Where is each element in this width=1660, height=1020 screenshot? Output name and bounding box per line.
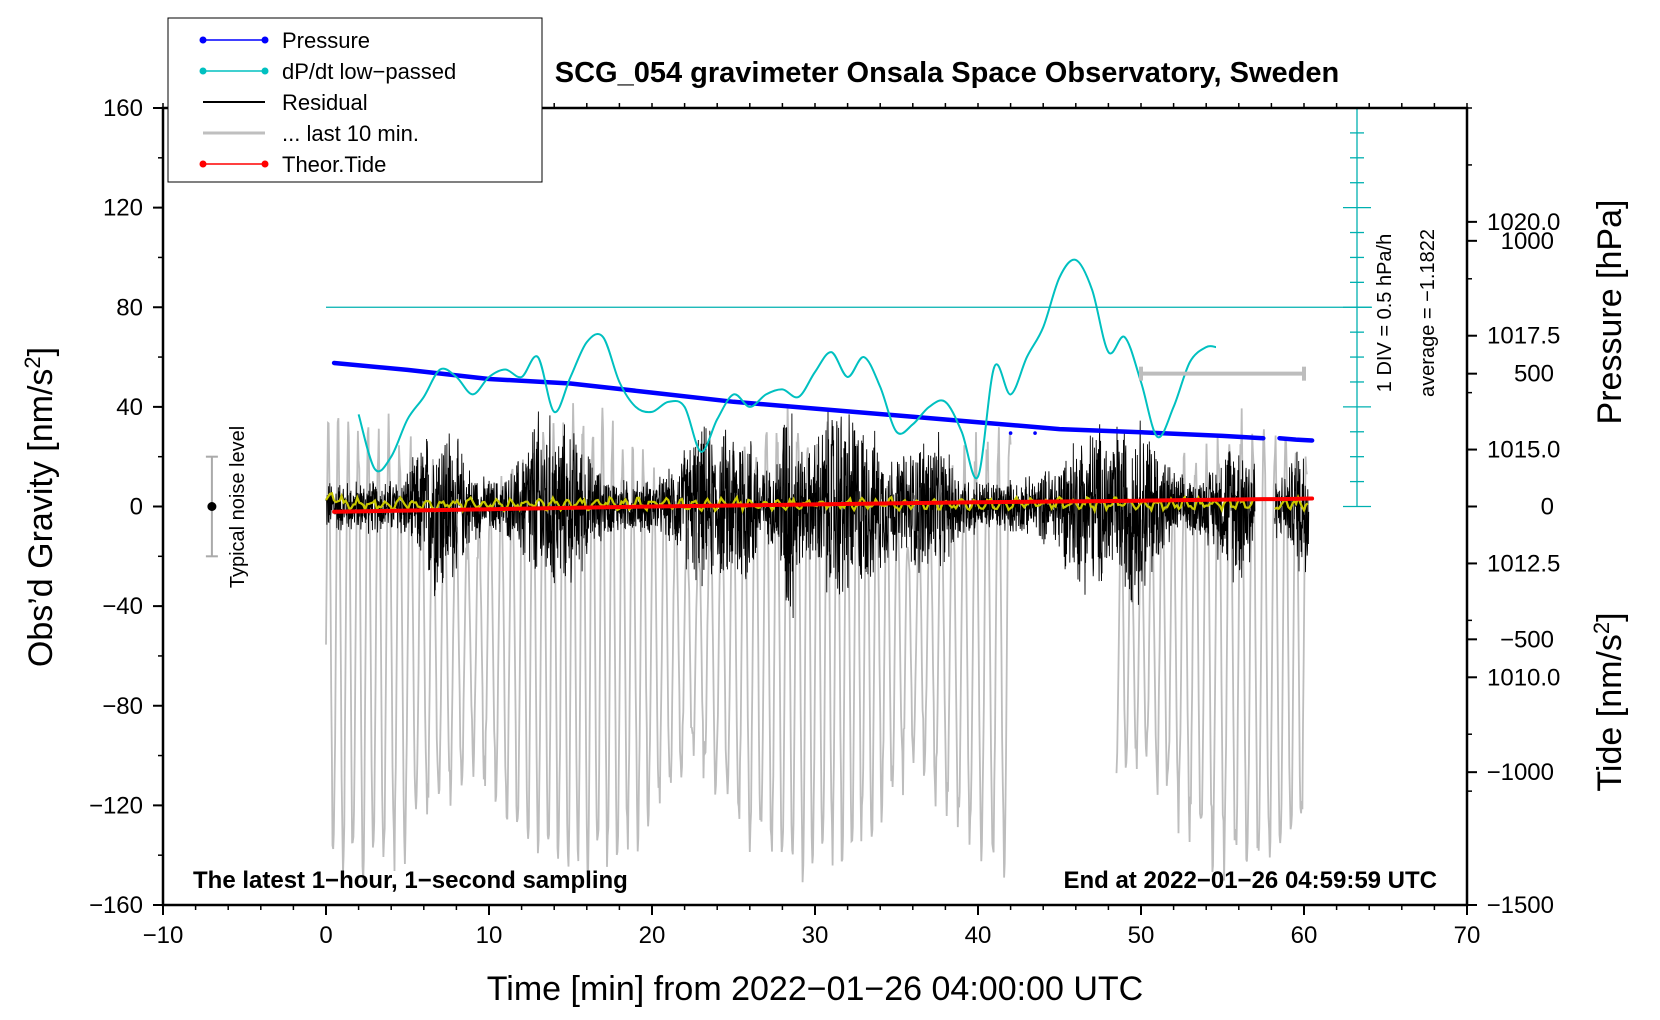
y-tick-label: −40: [102, 593, 143, 620]
legend-marker: [199, 67, 207, 75]
y-axis-title-tide: Tide [nm/s2]: [1589, 612, 1629, 791]
dpdt-average-label: average = −1.1822: [1417, 229, 1439, 397]
tide-tick-label: −1500: [1487, 892, 1554, 919]
annotation-sampling: The latest 1−hour, 1−second sampling: [193, 867, 628, 894]
x-tick-label: 40: [965, 922, 992, 949]
x-axis-title: Time [min] from 2022−01−26 04:00:00 UTC: [487, 970, 1143, 1008]
x-tick-label: 70: [1454, 922, 1481, 949]
y-tick-label: 40: [116, 394, 143, 421]
series-layer: [331, 258, 1315, 514]
x-tick-label: −10: [143, 922, 184, 949]
pressure-tick-label: 1012.5: [1487, 550, 1560, 577]
x-tick-label: 50: [1128, 922, 1155, 949]
y-axis-title-gravity-sup: 2: [20, 356, 45, 368]
legend-label: ... last 10 min.: [282, 121, 419, 146]
noise-level-label: Typical noise level: [227, 426, 249, 588]
tide-tick-label: −1000: [1487, 759, 1554, 786]
pressure-tick-label: 1020.0: [1487, 209, 1560, 236]
y-tick-label: 120: [103, 195, 143, 222]
y-tick-label: −160: [89, 892, 143, 919]
pressure-tick-label: 1010.0: [1487, 664, 1560, 691]
y-axis-title-tide-end: ]: [1591, 612, 1629, 621]
y-axis-title-pressure: Pressure [hPa]: [1591, 200, 1629, 425]
pressure-tick-label: 1015.0: [1487, 437, 1560, 464]
x-tick-label: 30: [802, 922, 829, 949]
x-tick-label: 10: [476, 922, 503, 949]
legend-marker: [261, 67, 269, 75]
legend-label: Residual: [282, 90, 368, 115]
series-dpdt-line: [357, 258, 1217, 480]
series-pressure-line: [331, 360, 1266, 441]
series-tide-line: [332, 496, 1315, 514]
y-tick-label: 0: [130, 494, 143, 521]
chart-title: SCG_054 gravimeter Onsala Space Observat…: [555, 57, 1339, 89]
y-tick-label: 80: [116, 294, 143, 321]
legend-label: Theor.Tide: [282, 152, 386, 177]
legend-items: Pressure dP/dt low−passed Residual ... last…: [199, 28, 456, 177]
y-axis-title-tide-main: Tide [nm/s: [1591, 634, 1629, 791]
legend-label: dP/dt low−passed: [282, 59, 456, 84]
legend-label: Pressure: [282, 28, 370, 53]
x-tick-label: 0: [319, 922, 332, 949]
y-axis-title-gravity: Obs’d Gravity [nm/s2]: [20, 347, 60, 667]
y-tick-label: −80: [102, 693, 143, 720]
dpdt-scale-label: 1 DIV = 0.5 hPa/h: [1374, 234, 1396, 392]
legend: Pressure dP/dt low−passed Residual ... last…: [167, 17, 543, 183]
legend-marker: [199, 36, 207, 44]
noise-bar-center-point: [207, 502, 217, 511]
tide-tick-label: −500: [1500, 626, 1554, 653]
y-tick-label: −120: [89, 792, 143, 819]
tide-tick-label: 500: [1514, 361, 1554, 388]
y-axis-title-tide-sup: 2: [1589, 622, 1614, 634]
pressure-outlier-point: [1033, 431, 1037, 435]
y-axis-title-gravity-main: Obs’d Gravity [nm/s: [22, 369, 60, 668]
legend-marker: [261, 36, 269, 44]
y-tick-label: 160: [103, 95, 143, 122]
x-tick-label: 20: [639, 922, 666, 949]
legend-marker: [261, 160, 269, 168]
tick-layer: −10 0 10 20 30 40 50 60 70 160 120 80 40 0 −40 −80 −120 −…: [89, 95, 1560, 949]
legend-marker: [199, 160, 207, 168]
extras-layer: [205, 107, 1372, 558]
tide-tick-label: 0: [1541, 494, 1554, 521]
annotation-end-time: End at 2022−01−26 04:59:59 UTC: [1063, 867, 1437, 894]
pressure-outlier-point: [1008, 431, 1013, 435]
series-pressure-line-2: [1277, 435, 1315, 443]
pressure-tick-label: 1017.5: [1487, 323, 1560, 350]
x-tick-label: 60: [1291, 922, 1318, 949]
y-axis-title-gravity-end: ]: [22, 347, 60, 356]
legend-box: [167, 17, 543, 183]
tide-tick-label: 1000: [1501, 228, 1554, 255]
